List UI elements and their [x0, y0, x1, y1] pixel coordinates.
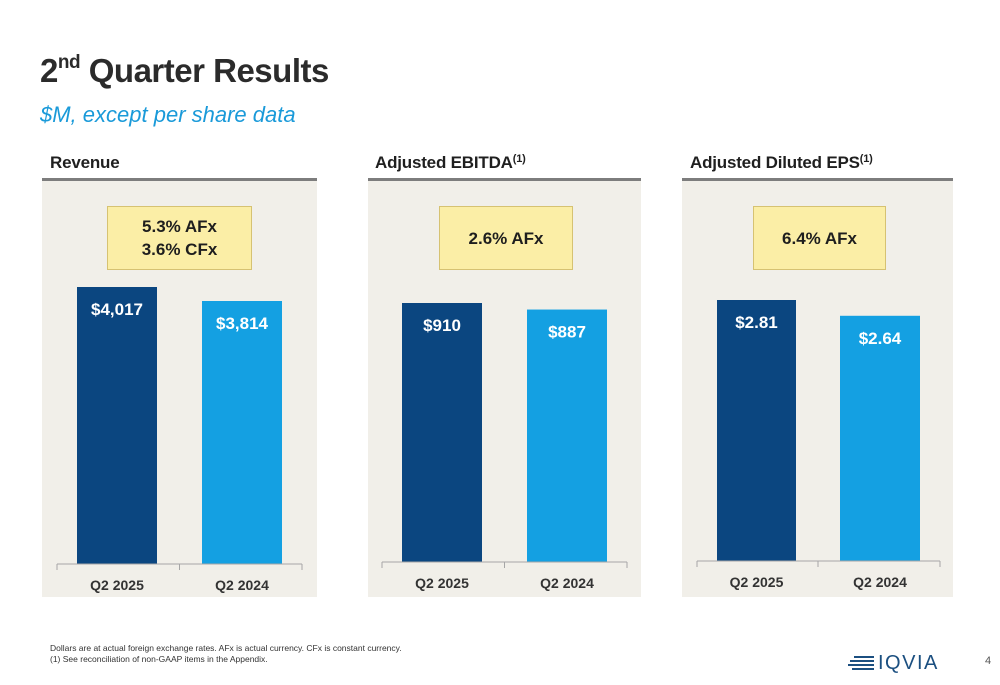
title-number: 2 — [40, 52, 58, 89]
callout-box: 5.3% AFx 3.6% CFx — [107, 206, 252, 270]
category-label: Q2 2024 — [215, 577, 269, 593]
category-label: Q2 2025 — [90, 577, 144, 593]
bar-value-label: $3,814 — [216, 314, 269, 333]
category-label: Q2 2025 — [730, 574, 784, 590]
footnote-line: (1) See reconciliation of non-GAAP items… — [50, 654, 268, 664]
panel-title-revenue: Revenue — [50, 153, 120, 173]
iqvia-logo: IQVIA — [848, 652, 948, 674]
bar-q2-2025 — [77, 287, 157, 564]
panel-title-text: Revenue — [50, 153, 120, 172]
bar-chart-eps: $2.81 Q2 2025 $2.64 Q2 2024 — [696, 300, 941, 590]
callout-line: 6.4% AFx — [782, 228, 857, 248]
chart-panel-eps: 6.4% AFx $2.81 Q2 2025 $2.64 Q2 2024 — [682, 178, 953, 597]
bar-q2-2024 — [527, 309, 607, 562]
page-number: 4 — [985, 655, 992, 667]
panel-title-eps: Adjusted Diluted EPS(1) — [690, 153, 873, 173]
logo-text: IQVIA — [878, 651, 939, 674]
bar-value-label: $887 — [548, 323, 586, 342]
bar-q2-2025 — [402, 303, 482, 562]
bar-chart-revenue: $4,017 Q2 2025 $3,814 Q2 2024 — [56, 287, 303, 593]
chart-panel-ebitda: 2.6% AFx $910 Q2 2025 $887 Q2 2024 — [368, 178, 641, 597]
bar-value-label: $910 — [423, 316, 461, 335]
category-label: Q2 2024 — [853, 574, 907, 590]
panel-title-text: Adjusted Diluted EPS — [690, 153, 860, 172]
callout-line: 3.6% CFx — [141, 240, 218, 259]
page-subtitle: $M, except per share data — [40, 102, 296, 127]
logo-lines-icon — [848, 656, 874, 670]
bar-q2-2024 — [202, 300, 282, 564]
footnote-line: Dollars are at actual foreign exchange r… — [50, 643, 402, 653]
page-title: 2nd Quarter Results — [40, 52, 329, 90]
footnote: Dollars are at actual foreign exchange r… — [50, 643, 402, 665]
category-label: Q2 2025 — [415, 575, 469, 591]
callout-box: 2.6% AFx — [439, 206, 573, 270]
panel-title-text: Adjusted EBITDA — [375, 153, 513, 172]
bar-value-label: $2.64 — [859, 329, 902, 348]
bar-value-label: $2.81 — [735, 313, 778, 332]
chart-panel-revenue: 5.3% AFx 3.6% CFx $4,017 Q2 2025 $3,814 Q2 … — [42, 178, 317, 597]
category-label: Q2 2024 — [540, 575, 594, 591]
panel-title-ebitda: Adjusted EBITDA(1) — [375, 153, 526, 173]
callout-line: 5.3% AFx — [142, 217, 217, 236]
title-ordinal: nd — [57, 52, 81, 73]
bar-chart-ebitda: $910 Q2 2025 $887 Q2 2024 — [381, 303, 628, 591]
panel-title-sup: (1) — [512, 153, 526, 165]
bar-q2-2025 — [717, 300, 796, 561]
panel-title-sup: (1) — [859, 153, 873, 165]
callout-line: 2.6% AFx — [468, 228, 544, 248]
title-text: Quarter Results — [80, 52, 330, 89]
callout-box: 6.4% AFx — [753, 206, 886, 270]
bar-value-label: $4,017 — [91, 300, 143, 319]
bar-q2-2024 — [840, 315, 920, 561]
